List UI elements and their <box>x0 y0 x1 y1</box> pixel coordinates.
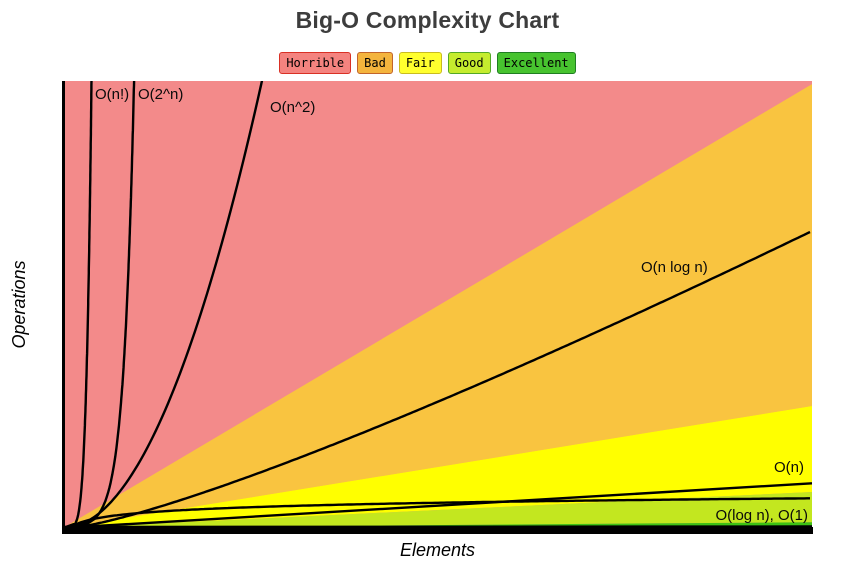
region-fair <box>63 405 812 528</box>
curve-o-n-log-n <box>63 230 811 530</box>
curve-label-o-n-2: O(n^2) <box>270 99 315 116</box>
curve-o-n <box>63 482 812 530</box>
legend-badge-horrible: Horrible <box>279 52 352 74</box>
curve-o-log-n <box>63 497 810 530</box>
legend-badge-good: Good <box>447 52 491 74</box>
legend-badge-excellent: Excellent <box>496 52 576 74</box>
curve-label-o-2-n: O(2^n) <box>138 86 183 103</box>
legend: Horrible Bad Fair Good Excellent <box>0 52 855 74</box>
legend-badge-bad: Bad <box>357 52 393 74</box>
curve-label-o-log-n: O(log n), O(1) <box>715 507 808 524</box>
page-title: Big-O Complexity Chart <box>295 7 560 33</box>
y-axis <box>62 81 65 534</box>
legend-badge-fair: Fair <box>398 52 442 74</box>
curve-label-o-n-log-n: O(n log n) <box>641 259 708 276</box>
x-axis <box>62 527 813 534</box>
x-axis-label: Elements <box>400 540 475 560</box>
curve-o-n <box>63 81 93 530</box>
curve-o-2-n <box>63 81 136 530</box>
y-axis-label: Operations <box>9 260 29 348</box>
curve-o-1 <box>63 525 812 529</box>
region-bad <box>63 84 812 528</box>
curve-label-o-n: O(n!) <box>95 86 129 103</box>
curve-o-n-2 <box>63 81 264 530</box>
curve-label-o-n: O(n) <box>774 459 804 476</box>
